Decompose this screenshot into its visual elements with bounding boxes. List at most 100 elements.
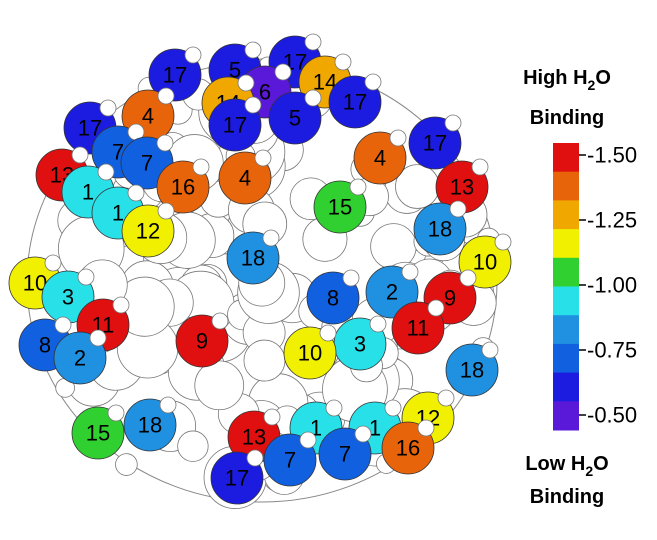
legend-low-line1: Low H2O <box>525 453 608 479</box>
hydrogen <box>418 420 434 436</box>
hydrogen <box>100 100 116 116</box>
hydrogen <box>350 179 366 195</box>
atom-label: 9 <box>196 329 208 354</box>
atom-label: 8 <box>327 286 339 311</box>
hydrogen <box>305 34 321 50</box>
colorbar-segment <box>553 172 579 201</box>
atom-label: 2 <box>386 280 398 305</box>
hydrogen <box>108 405 124 421</box>
hydrogen <box>472 159 488 175</box>
hydrogen <box>238 75 254 91</box>
atom-label: 7 <box>339 442 351 467</box>
text: O <box>595 67 611 89</box>
hydrogen <box>245 42 261 58</box>
atom-label: 1 <box>112 201 124 226</box>
colorbar-tick-label: -1.25 <box>587 208 637 233</box>
colorbar-segment <box>553 401 579 430</box>
atom-label: 4 <box>142 104 154 129</box>
page: 1751761414417175177741713116413151121818… <box>0 0 657 540</box>
hydrogen <box>90 330 106 346</box>
text: O <box>593 453 609 475</box>
legend-high-line1: High H2O <box>523 67 611 93</box>
atom-label: 18 <box>138 413 162 438</box>
hydrogen <box>438 390 454 406</box>
hydrogen <box>428 300 444 316</box>
hydrogen <box>45 255 61 271</box>
atom-label: 8 <box>39 333 51 358</box>
atom-label: 11 <box>407 316 430 341</box>
hydrogen <box>128 185 144 201</box>
text: 2 <box>588 77 596 93</box>
atom-label: 7 <box>141 151 153 176</box>
hydrogen <box>370 316 386 332</box>
hydrogen <box>495 234 511 250</box>
white-atom <box>244 340 285 381</box>
atom-label: 18 <box>241 246 265 271</box>
colorbar-segment <box>553 315 579 344</box>
atom-label: 15 <box>328 195 352 220</box>
atom-label: 17 <box>223 113 247 138</box>
atom-label: 10 <box>298 341 322 366</box>
atom-label: 4 <box>374 146 386 171</box>
atom-label: 12 <box>136 219 160 244</box>
hydrogen <box>355 426 371 442</box>
hydrogen <box>157 135 173 151</box>
hydrogen <box>185 47 201 63</box>
white-atom <box>116 454 138 476</box>
atom-label: 16 <box>396 436 420 461</box>
legend-low-line2: Binding <box>530 486 604 508</box>
legend: High H2O Binding Low H2O Binding -1.50-1… <box>523 67 637 508</box>
atom-label: 17 <box>343 90 367 115</box>
hydrogen <box>335 54 351 70</box>
white-atom <box>178 431 209 462</box>
hydrogen <box>158 88 174 104</box>
atom-label: 17 <box>225 466 249 491</box>
hydrogen <box>305 90 321 106</box>
hydrogen <box>300 432 316 448</box>
hydrogen <box>247 450 263 466</box>
hydrogen <box>460 270 476 286</box>
hydrogen <box>255 150 271 166</box>
hydrogen <box>264 409 280 425</box>
colorbar-segment <box>553 287 579 316</box>
atom-label: 3 <box>354 332 366 357</box>
atom-label: 17 <box>423 131 447 156</box>
atom-label: 17 <box>163 63 187 88</box>
hydrogen <box>245 97 261 113</box>
hydrogen <box>72 147 88 163</box>
hydrogen <box>385 400 401 416</box>
colorbar-tick-label: -0.50 <box>587 403 637 428</box>
hydrogen <box>193 159 209 175</box>
atom-label: 13 <box>450 175 474 200</box>
hydrogen <box>320 325 336 341</box>
atom-label: 9 <box>444 286 456 311</box>
colorbar-tick-label: -0.75 <box>587 338 637 363</box>
atom-label: 6 <box>259 80 271 105</box>
hydrogen <box>212 313 228 329</box>
hydrogen <box>98 164 114 180</box>
atom-label: 7 <box>284 448 296 473</box>
atom-label: 15 <box>86 421 110 446</box>
hydrogen <box>275 64 291 80</box>
legend-high-line2: Binding <box>530 107 604 129</box>
hydrogen <box>113 297 129 313</box>
colorbar-segment <box>553 373 579 402</box>
colorbar-segment <box>553 143 579 172</box>
hydrogen <box>55 317 71 333</box>
white-atom <box>195 361 244 410</box>
figure: 1751761414417175177741713116413151121818… <box>0 0 657 540</box>
atom-label: 5 <box>289 106 301 131</box>
hydrogen <box>450 201 466 217</box>
hydrogen <box>402 264 418 280</box>
atom-label: 3 <box>62 285 74 310</box>
colorbar-segment <box>553 200 579 229</box>
text: 2 <box>585 463 593 479</box>
hydrogen <box>343 270 359 286</box>
colorbar-tick-label: -1.50 <box>587 143 637 168</box>
atom-label: 10 <box>473 250 497 275</box>
atom-label: 1 <box>82 180 94 205</box>
atom-label: 2 <box>74 346 86 371</box>
text: High H <box>523 67 587 89</box>
colorbar-tick-label: -1.00 <box>587 273 637 298</box>
hydrogen <box>482 342 498 358</box>
